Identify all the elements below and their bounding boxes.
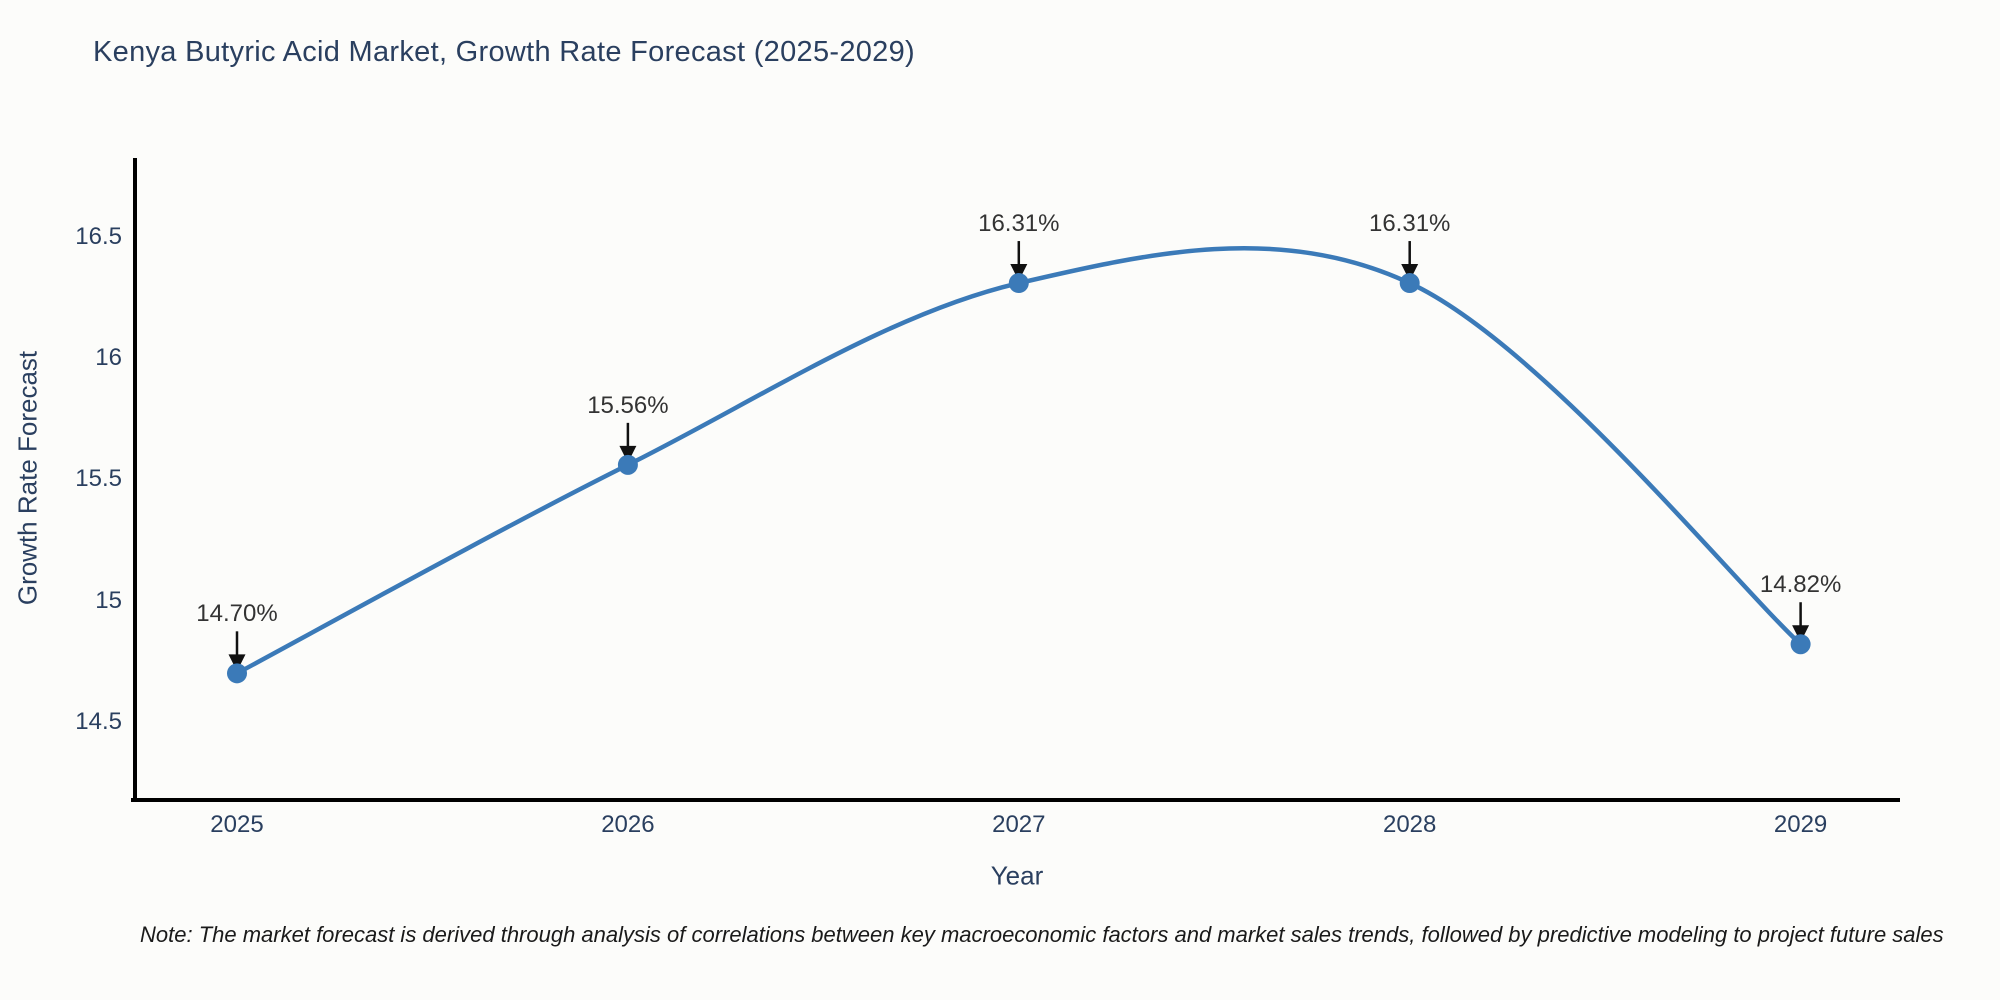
y-tick-label: 15.5 xyxy=(75,465,122,493)
x-tick-label: 2029 xyxy=(1773,811,1828,838)
annotation-arrow-head xyxy=(619,445,637,463)
y-tick-label: 16 xyxy=(95,344,122,372)
point-value-label: 15.56% xyxy=(587,391,669,419)
axis-lines xyxy=(131,158,1900,802)
x-axis-title: Year xyxy=(990,860,1044,891)
data-point-marker xyxy=(1008,273,1029,294)
y-tick-label: 14.5 xyxy=(75,707,122,735)
x-tick-label: 2026 xyxy=(601,811,655,838)
data-point-marker xyxy=(1399,273,1420,294)
footnote-text: Note: The market forecast is derived thr… xyxy=(140,922,1944,947)
point-value-label: 14.70% xyxy=(196,600,278,628)
data-points xyxy=(227,273,1811,684)
annotation-arrow-head xyxy=(1792,625,1810,643)
chart-title: Kenya Butyric Acid Market, Growth Rate F… xyxy=(93,36,915,68)
point-value-label: 16.31% xyxy=(1368,210,1451,238)
data-point-marker xyxy=(227,663,247,684)
annotation-arrows xyxy=(228,241,1810,672)
growth-rate-line xyxy=(234,246,1803,676)
y-tick-label: 16.5 xyxy=(75,223,122,250)
data-point-marker xyxy=(617,454,638,475)
annotation-arrow-head xyxy=(1010,264,1028,282)
point-value-label: 14.82% xyxy=(1759,571,1842,599)
x-tick-label: 2028 xyxy=(1382,811,1437,838)
y-tick-label: 15 xyxy=(95,586,122,614)
point-value-label: 16.31% xyxy=(978,210,1060,238)
annotation-arrow-head xyxy=(228,654,246,672)
annotation-arrow-head xyxy=(1401,264,1419,282)
x-tick-label: 2027 xyxy=(992,811,1046,838)
data-point-marker xyxy=(1790,634,1811,655)
series-line xyxy=(234,246,1803,676)
x-tick-label: 2025 xyxy=(210,811,264,838)
